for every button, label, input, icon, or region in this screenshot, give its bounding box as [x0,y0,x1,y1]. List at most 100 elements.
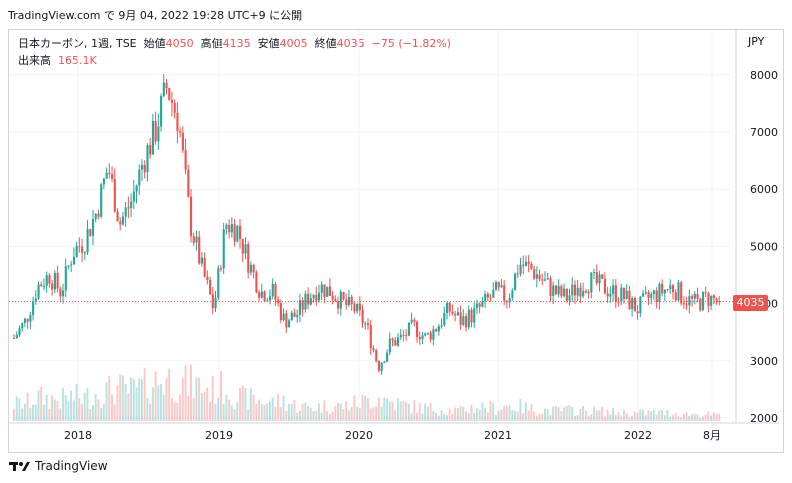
candle-body [157,126,160,142]
volume-bar [230,405,233,421]
symbol-label[interactable]: 日本カーボン, 1週, TSE [18,37,137,50]
volume-bar [582,405,585,421]
volume-bar [426,406,429,421]
candle-body [426,332,430,334]
volume-bar [701,416,704,421]
volume-bar [154,371,157,421]
volume-bar [699,417,702,421]
volume-bar [486,412,489,421]
volume-bar [598,410,601,421]
volume-bar [497,410,500,421]
candle-body [293,312,296,317]
volume-bar [320,412,323,421]
volume-bar [658,410,661,421]
candle-body [696,293,699,299]
candle-body [301,300,304,310]
candle-body [296,314,299,317]
candle-body [94,213,97,220]
candle-body [405,335,408,337]
candle-body [192,236,195,243]
volume-bar [644,415,647,421]
candle-body [522,264,525,266]
volume-bar [356,406,359,421]
volume-bar [209,401,211,421]
y-tick-label: 6000 [750,183,778,196]
candle-body [100,184,103,217]
candle-body [102,178,105,185]
volume-bar [669,416,672,421]
volume-bar [236,402,239,421]
volume-bar [514,410,516,421]
candle-body [34,298,37,302]
volume-bar [48,408,51,421]
volume-bar [350,407,353,421]
close-value: 4035 [336,37,365,50]
candle-body [13,337,16,339]
volume-bar [590,414,593,421]
volume-bar [557,407,560,421]
volume-bar [565,405,568,421]
candle-body [331,295,334,300]
volume-bar [372,407,375,421]
candle-body [323,284,326,297]
volume-bar [274,407,277,421]
volume-bar [579,408,582,421]
volume-bar [105,382,108,421]
volume-bar [642,409,644,421]
candle-body [451,311,454,315]
candle-body [533,268,536,279]
candle-body [399,334,402,338]
candle-body [361,310,364,324]
candle-body [29,315,32,322]
volume-bar [70,390,73,421]
volume-bar [410,413,413,421]
volume-bar [454,407,457,421]
volume-bar [326,411,329,421]
volume-bar [655,414,658,421]
candle-body [124,207,127,217]
candle-body [372,348,375,351]
candle-body [255,272,258,293]
last-price-tag: 4035 [733,295,768,311]
candle-body [211,294,214,309]
volume-bar [217,398,220,421]
candle-body [503,285,506,301]
volume-bar [97,399,100,421]
volume-bar [268,401,271,421]
volume-bar [339,403,342,421]
candle-body [437,326,440,332]
volume-bar [625,413,628,421]
candle-body [326,286,329,297]
candle-body [699,298,702,311]
candle-body [67,265,70,267]
candle-body [91,219,95,236]
volume-bar [127,393,130,421]
candle-body [475,303,479,308]
candle-body [568,295,571,301]
volume-bar [467,413,470,421]
x-tick-label: 2019 [205,429,233,442]
candle-body [225,224,228,230]
volume-bar [244,388,247,421]
volume-bar [59,408,62,421]
candle-body [500,285,503,288]
candle-body [707,293,710,306]
candle-body [263,291,266,302]
candle-body [612,285,615,294]
x-tick-label: 2022 [624,429,652,442]
volume-bar [375,406,378,421]
volume-bar [396,398,399,421]
candle-body [108,172,111,175]
volume-bar [563,407,565,421]
volume-bar [445,415,448,421]
candle-body [467,309,470,328]
candle-body [416,321,419,338]
volume-bar [443,414,446,421]
volume-bar [386,398,388,421]
volume-bar [432,410,435,421]
volume-bar [612,407,614,421]
candle-body [86,229,89,253]
volume-bar [614,414,617,421]
candle-body [312,294,315,299]
